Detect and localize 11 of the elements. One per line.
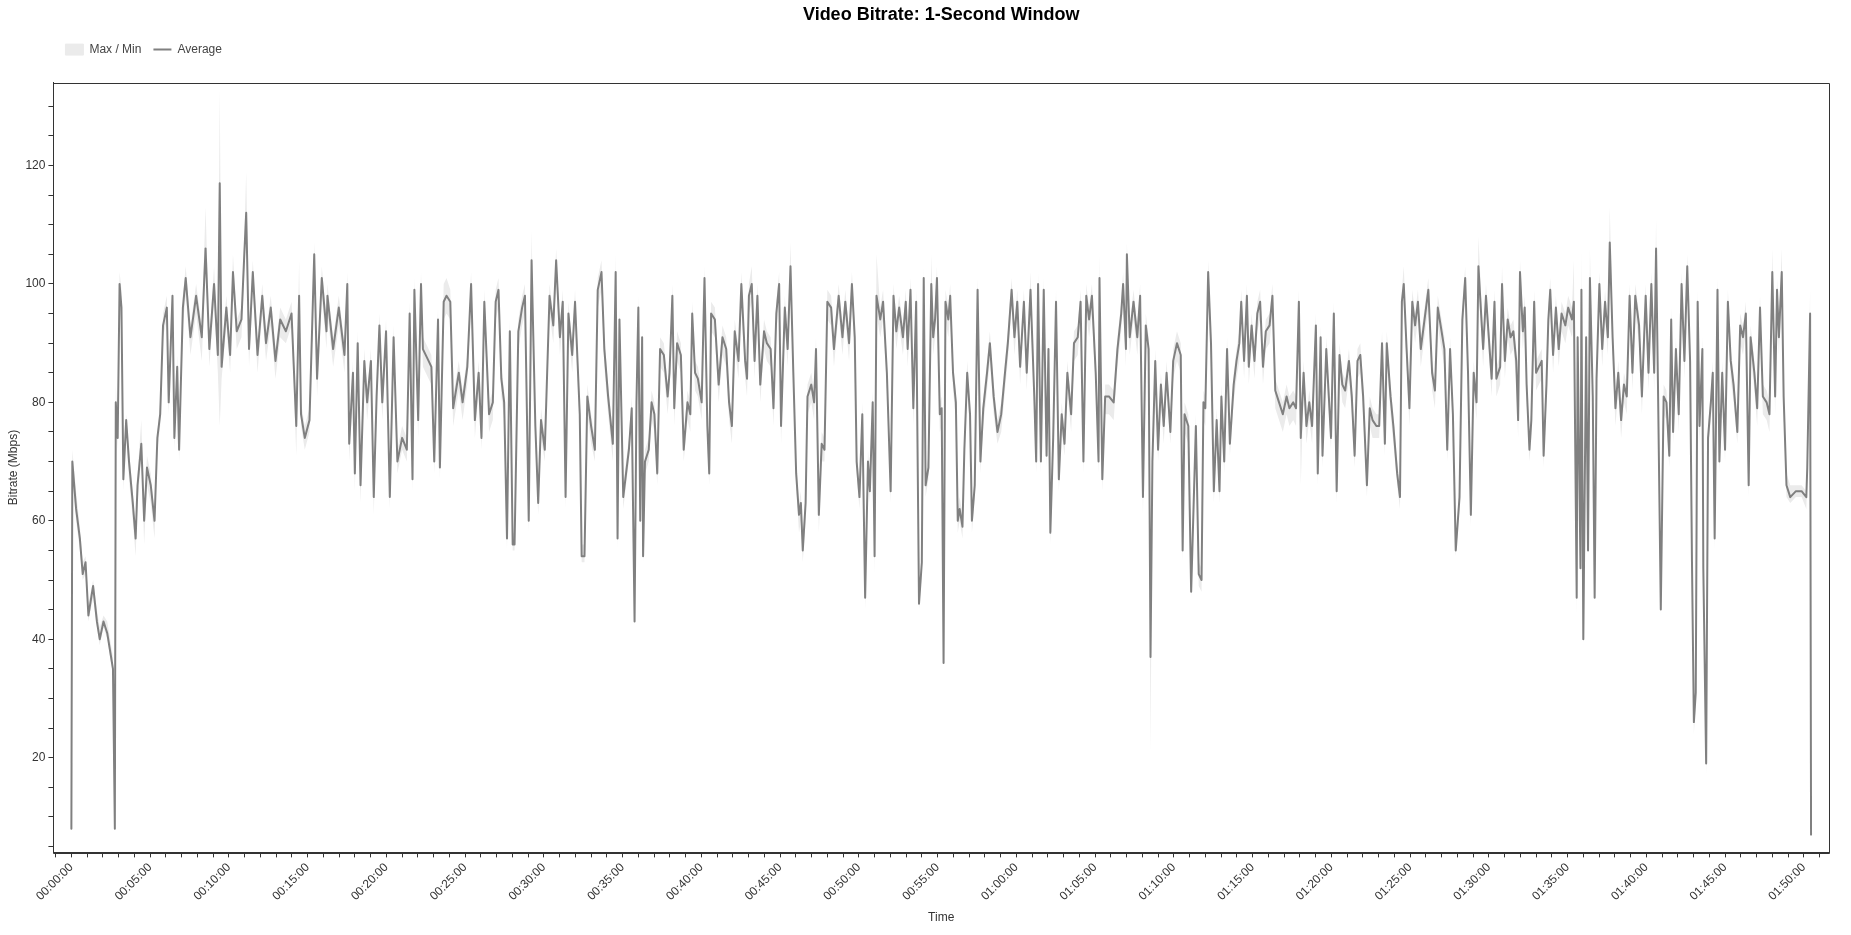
y-tick-label: 60 <box>32 513 46 528</box>
y-axis-title: Bitrate (Mbps) <box>5 429 20 506</box>
y-tick-label: 120 <box>25 157 46 172</box>
y-tick-label: 40 <box>32 631 46 646</box>
y-tick-label: 80 <box>32 394 46 409</box>
chart-title: Video Bitrate: 1-Second Window <box>802 3 1081 24</box>
legend-label: Average <box>177 41 223 56</box>
legend-label: Max / Min <box>89 41 142 56</box>
x-axis-title: Time <box>928 910 955 925</box>
y-tick-label: 100 <box>25 276 46 291</box>
y-tick-label: 20 <box>32 749 46 764</box>
